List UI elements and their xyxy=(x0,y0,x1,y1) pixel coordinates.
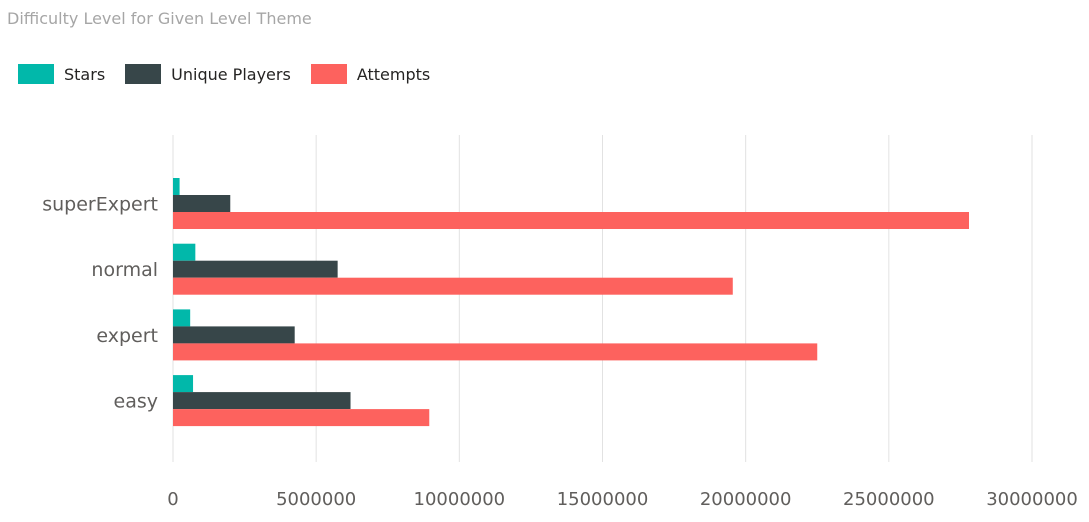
legend-label-attempts: Attempts xyxy=(356,64,431,84)
legend-swatch-unique-players xyxy=(125,64,162,84)
bar-expert-stars[interactable] xyxy=(173,309,191,327)
bar-easy-attempts[interactable] xyxy=(173,409,430,427)
bar-normal-unique-players[interactable] xyxy=(173,260,338,278)
legend-label-stars: Stars xyxy=(64,64,106,84)
legend-swatch-stars xyxy=(18,64,54,84)
category-label-super-expert: superExpert xyxy=(42,194,158,216)
x-tick-label-30000000: 30000000 xyxy=(986,489,1078,510)
category-label-easy: easy xyxy=(114,391,158,413)
bar-easy-stars[interactable] xyxy=(173,375,194,393)
bar-super-expert-stars[interactable] xyxy=(173,178,180,195)
chart-legend: Stars Unique Players Attempts xyxy=(18,64,450,84)
bar-super-expert-unique-players[interactable] xyxy=(173,195,231,212)
legend-item-attempts[interactable]: Attempts xyxy=(310,64,431,84)
x-tick-label-5000000: 5000000 xyxy=(276,489,356,510)
category-labels: superExpert normal expert easy xyxy=(42,194,158,413)
legend-item-unique-players[interactable]: Unique Players xyxy=(125,64,291,84)
bars xyxy=(173,178,970,427)
legend-swatch-attempts xyxy=(310,64,347,84)
category-label-expert: expert xyxy=(96,325,158,347)
bar-easy-unique-players[interactable] xyxy=(173,392,351,410)
bar-expert-attempts[interactable] xyxy=(173,343,818,361)
bar-normal-stars[interactable] xyxy=(173,243,196,261)
x-tick-label-10000000: 10000000 xyxy=(414,489,506,510)
category-label-normal: normal xyxy=(91,259,158,281)
x-tick-label-15000000: 15000000 xyxy=(557,489,649,510)
x-tick-label-25000000: 25000000 xyxy=(843,489,935,510)
bar-super-expert-attempts[interactable] xyxy=(173,212,970,229)
x-tick-label-0: 0 xyxy=(167,489,178,510)
bar-normal-attempts[interactable] xyxy=(173,277,733,295)
chart-title: Difficulty Level for Given Level Theme xyxy=(7,9,312,28)
bar-expert-unique-players[interactable] xyxy=(173,326,295,344)
x-tick-label-20000000: 20000000 xyxy=(700,489,792,510)
legend-item-stars[interactable]: Stars xyxy=(18,64,105,84)
x-axis-ticks: 0 5000000 10000000 15000000 20000000 25000000… xyxy=(167,489,1078,510)
legend-label-unique-players: Unique Players xyxy=(171,64,291,84)
